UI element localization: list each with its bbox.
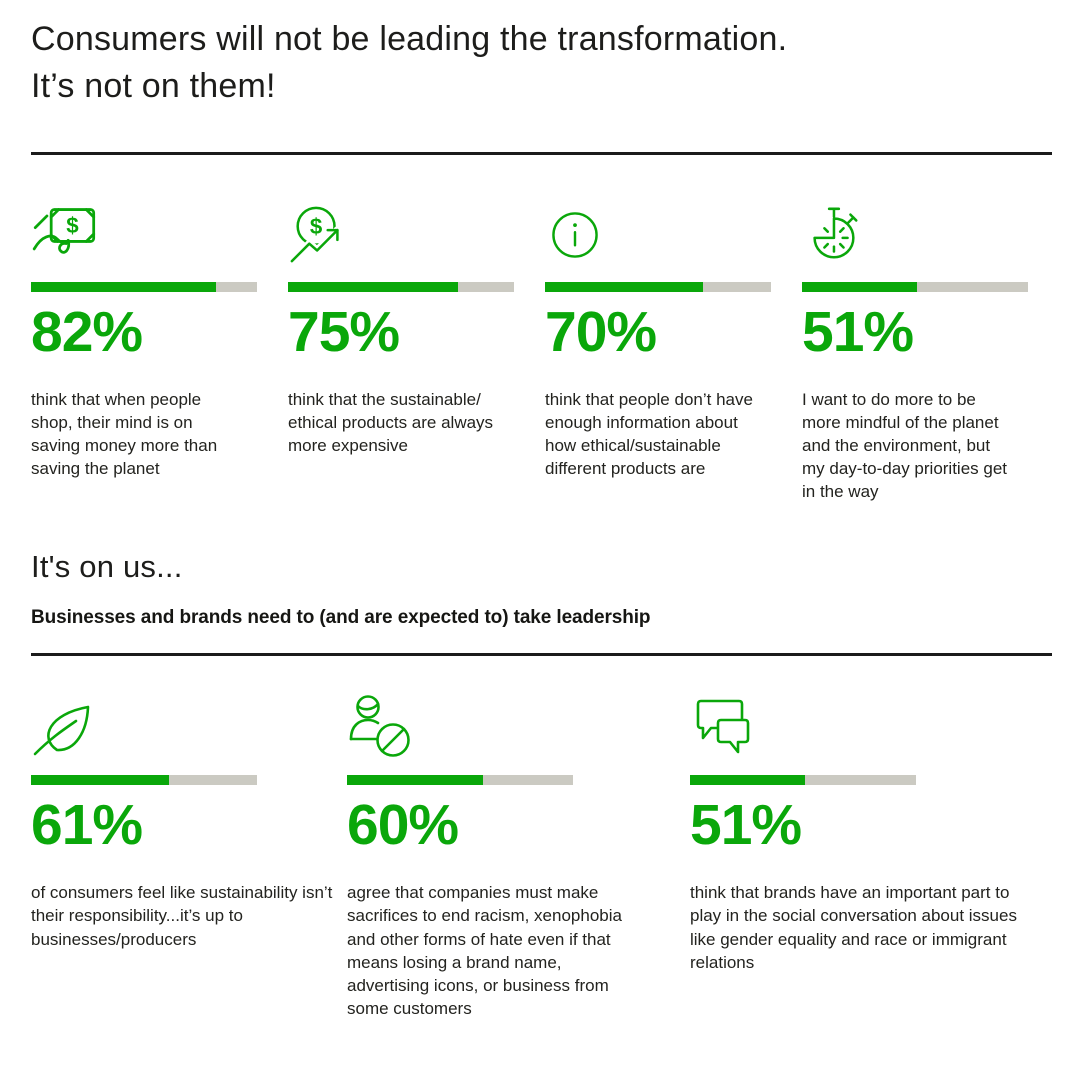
progress-bar: [288, 281, 514, 292]
stat-card: 51% I want to do more to be more mindful…: [802, 201, 1028, 504]
infographic-page: Consumers will not be leading the transf…: [31, 16, 1052, 1020]
leaf-icon: [31, 694, 347, 758]
stat-card: $ 75% think that the sustainable/ ethica…: [288, 201, 514, 504]
progress-bar-fill: [31, 775, 169, 786]
stopwatch-icon: [802, 201, 1028, 265]
chat-bubbles-icon: [690, 694, 1036, 758]
stat-percent: 70%: [545, 299, 657, 364]
stat-card: 51% think that brands have an important …: [690, 694, 1036, 1020]
stats-row-businesses: 61% of consumers feel like sustainabilit…: [31, 694, 1052, 1020]
progress-bar: [545, 281, 771, 292]
svg-text:$: $: [66, 213, 79, 238]
stat-card: 70% think that people don’t have enough …: [545, 201, 771, 504]
progress-bar-fill: [288, 281, 458, 292]
info-icon: [545, 201, 771, 265]
stat-percent: 60%: [347, 793, 459, 858]
progress-bar: [31, 775, 257, 786]
progress-bar-fill: [347, 775, 483, 786]
stat-percent: 61%: [31, 793, 143, 858]
page-title: Consumers will not be leading the transf…: [31, 16, 1052, 110]
stat-description: of consumers feel like sustainability is…: [31, 883, 333, 949]
section2-heading: It's on us...: [31, 549, 183, 585]
stat-card: 60% agree that companies must make sacri…: [347, 694, 690, 1020]
person-ban-icon: [347, 694, 690, 758]
stat-percent: 75%: [288, 299, 400, 364]
price-increase-icon: $: [288, 201, 514, 265]
progress-bar: [31, 281, 257, 292]
stat-percent: 82%: [31, 299, 143, 364]
progress-bar-fill: [802, 281, 918, 292]
stat-card: 61% of consumers feel like sustainabilit…: [31, 694, 347, 1020]
stat-percent: 51%: [690, 793, 802, 858]
page-title-line1: Consumers will not be leading the transf…: [31, 20, 788, 58]
section2-subheading: Businesses and brands need to (and are e…: [31, 607, 651, 629]
money-in-hand-icon: $: [31, 201, 257, 265]
svg-text:$: $: [310, 214, 323, 239]
stat-description: think that brands have an important part…: [690, 883, 1017, 972]
progress-bar-fill: [690, 775, 806, 786]
section-divider: [31, 151, 1052, 155]
progress-bar-fill: [31, 281, 217, 292]
progress-bar: [347, 775, 573, 786]
stat-description: agree that companies must make sacrifice…: [347, 883, 622, 1018]
stats-row-consumers: $ 82% think that when people shop, their…: [31, 201, 1052, 504]
stat-description: I want to do more to be more mindful of …: [802, 389, 1008, 502]
stat-description: think that when people shop, their mind …: [31, 389, 218, 479]
page-title-line2: It’s not on them!: [31, 66, 276, 105]
stat-card: $ 82% think that when people shop, their…: [31, 201, 257, 504]
stat-description: think that the sustainable/ ethical prod…: [288, 389, 494, 456]
stat-percent: 51%: [802, 299, 914, 364]
stat-description: think that people don’t have enough info…: [545, 389, 753, 479]
progress-bar: [690, 775, 916, 786]
section-divider: [31, 653, 1052, 657]
progress-bar: [802, 281, 1028, 292]
progress-bar-fill: [545, 281, 704, 292]
